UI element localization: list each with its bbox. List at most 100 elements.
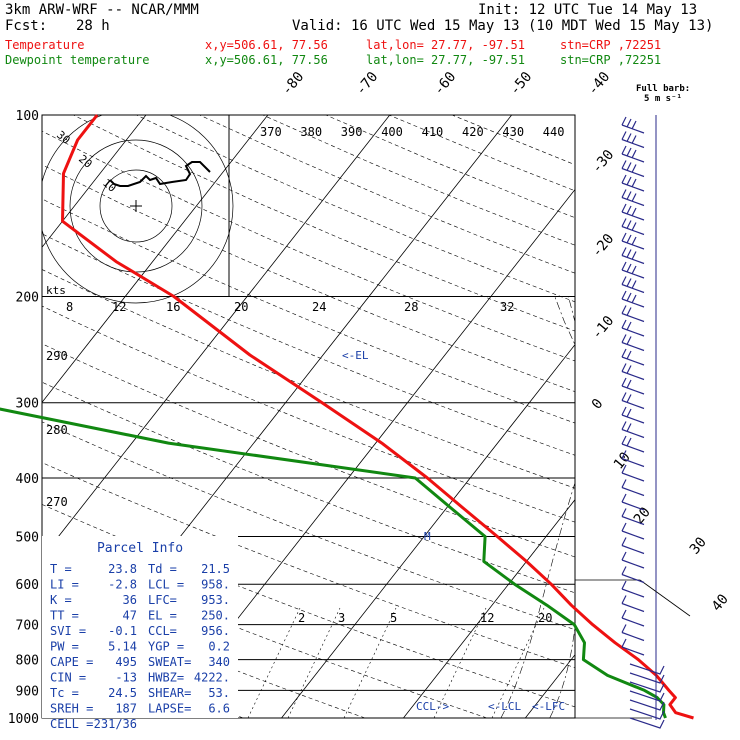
wind-barb-shaft <box>621 631 645 642</box>
wind-barb-low <box>629 672 665 684</box>
parcel-row-value2: 4222. <box>194 671 230 685</box>
theta-label: 400 <box>381 125 403 139</box>
parcel-row-label2: LCL = <box>148 578 184 592</box>
wind-barb-flag <box>626 379 632 389</box>
wind-barb <box>621 232 645 250</box>
wind-barb-flag <box>626 278 632 287</box>
left-theta-label: 290 <box>46 349 68 363</box>
parcel-row-value2: 250. <box>201 609 230 623</box>
wind-barb-flag <box>631 222 637 231</box>
m-marker: M <box>424 530 431 543</box>
parcel-row-label: CIN = <box>50 671 86 685</box>
wind-barb-flag <box>626 350 632 360</box>
dry-adiabat-line <box>325 115 575 219</box>
wind-barb <box>621 189 645 207</box>
parcel-row-label: Tc = <box>50 686 79 700</box>
dewpoint-legend: Dewpoint temperature <box>5 53 150 67</box>
temperature-tick-label: -10 <box>589 313 618 343</box>
wind-barb-shaft <box>621 457 645 468</box>
wind-barb-flag <box>626 191 632 200</box>
pressure-tick-label: 400 <box>16 472 39 487</box>
temperature-tick-label: -20 <box>589 231 618 261</box>
wind-barb-flag <box>631 236 637 246</box>
wind-barb-shaft <box>621 124 645 134</box>
dewpoint-stn: stn=CRP ,72251 <box>560 53 662 67</box>
wind-barb <box>621 537 645 555</box>
wind-barb-flag <box>626 176 632 186</box>
wind-barb <box>621 174 645 192</box>
wind-barb-flag <box>631 149 637 159</box>
wind-barb <box>621 377 645 395</box>
dry-adiabat-line <box>42 343 575 558</box>
wind-barb-flag <box>621 450 627 459</box>
pressure-tick-label: 500 <box>16 530 39 545</box>
wind-barb-flag <box>626 263 632 273</box>
hodograph-speed-label: 32 <box>500 300 514 314</box>
isotherm-line <box>42 115 147 248</box>
hodograph-kts-label: kts <box>46 284 66 297</box>
isotherm-line <box>281 343 575 718</box>
wind-barb-shaft <box>621 211 645 221</box>
mixing-ratio-label: 2 <box>298 611 305 625</box>
parcel-row-value: 23.8 <box>108 562 137 576</box>
hodograph-speed-label: 24 <box>312 300 326 314</box>
wind-barb-shaft <box>621 602 645 613</box>
wind-barb-flag <box>621 537 627 546</box>
left-theta-label: 270 <box>46 495 68 509</box>
wind-barb-shaft <box>621 559 645 569</box>
parcel-row-label2: LAPSE= <box>148 702 191 716</box>
wind-barb <box>621 247 645 265</box>
dry-adiabat-line <box>42 269 575 489</box>
pressure-tick-label: 300 <box>16 397 39 412</box>
theta-label: 430 <box>502 125 524 139</box>
wind-barb-flag <box>631 120 637 130</box>
parcel-row-value2: 21.5 <box>201 562 230 576</box>
mixing-ratio-line <box>247 607 301 718</box>
parcel-row-value2: 958. <box>201 578 230 592</box>
wind-barb-flag <box>631 207 637 217</box>
dry-adiabat-line <box>42 164 575 392</box>
wind-barb-flag <box>626 220 632 229</box>
lfc-marker: <-LFC <box>532 700 565 713</box>
pressure-tick-label: 600 <box>16 578 39 593</box>
pressure-tick-label: 100 <box>16 109 39 124</box>
theta-label: 420 <box>462 125 484 139</box>
parcel-row-value2: 0.2 <box>208 640 230 654</box>
wind-barb-flag <box>621 493 627 503</box>
parcel-row-label: TT = <box>50 609 79 623</box>
hodograph-ring-label: 20 <box>76 152 95 170</box>
wind-barb-flag <box>626 408 632 418</box>
dry-adiabat-line <box>42 233 575 456</box>
wind-barb-flag <box>621 305 627 314</box>
dry-adiabat-line <box>42 504 575 708</box>
theta-label: 390 <box>341 125 363 139</box>
pressure-tick-label: 700 <box>16 619 39 634</box>
wind-barb <box>621 406 645 424</box>
wind-barb <box>621 435 645 453</box>
wind-barb-flag <box>621 276 627 285</box>
wind-barb-flag <box>631 251 637 260</box>
temperature-tick-label: 30 <box>687 534 710 557</box>
parcel-row-value: 5.14 <box>108 640 137 654</box>
wind-barb-flag <box>621 377 627 387</box>
wind-barb-flag <box>621 392 627 401</box>
mixing-ratio-line <box>287 607 341 718</box>
init-time: Init: 12 UTC Tue 14 May 13 <box>478 2 698 18</box>
left-theta-label: 280 <box>46 423 68 437</box>
parcel-row-value2: 53. <box>208 686 230 700</box>
wind-barb <box>621 276 645 294</box>
dewpoint-latlon: lat,lon= 27.77, -97.51 <box>366 53 525 67</box>
wind-barb-shaft <box>621 298 645 308</box>
wind-barb-flag <box>621 624 627 633</box>
hodograph-speed-label: 16 <box>166 300 180 314</box>
plot-area <box>42 115 575 718</box>
wind-barb-flag <box>621 247 627 256</box>
wind-barb <box>621 348 645 366</box>
temperature-tick-label: -60 <box>431 69 460 99</box>
wind-barb-shaft <box>621 414 645 424</box>
wind-barb-flag <box>626 307 632 316</box>
mixing-ratio-line <box>433 607 487 718</box>
wind-barb-flag <box>621 319 627 329</box>
wind-barb-flag <box>621 522 627 532</box>
